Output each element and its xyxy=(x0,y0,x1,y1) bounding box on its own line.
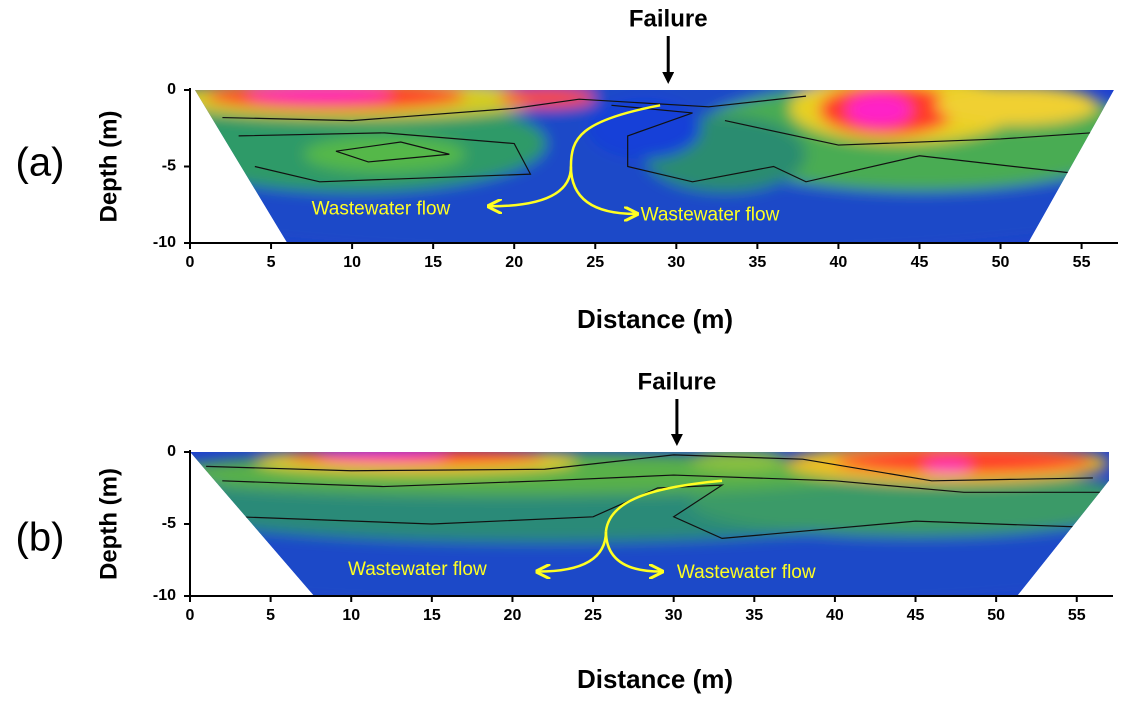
blob xyxy=(923,459,972,474)
x-tick-label: 10 xyxy=(343,254,361,271)
flow-label: Wastewater flow xyxy=(348,559,487,580)
x-tick-label: 25 xyxy=(586,254,604,271)
panel: 0 5 10 15 20 25 30 35 40 45 50 55 -10 -5 0 Distance (m)… xyxy=(16,5,1118,334)
blob xyxy=(587,97,701,159)
x-tick-label: 5 xyxy=(266,607,275,624)
x-tick-label: 50 xyxy=(992,254,1010,271)
x-axis-label: Distance (m) xyxy=(577,664,733,694)
x-tick-label: 25 xyxy=(584,607,602,624)
x-tick-label: 45 xyxy=(911,254,929,271)
contour-line xyxy=(238,132,532,183)
x-tick-label: 15 xyxy=(423,607,441,624)
flow-arrow xyxy=(569,104,661,167)
contour-line xyxy=(611,104,1082,183)
contour-line xyxy=(238,484,1077,540)
blobs xyxy=(190,452,1109,596)
failure-label: Failure xyxy=(638,368,717,395)
panel-label: (b) xyxy=(16,516,65,560)
x-axis-label: Distance (m) xyxy=(577,304,733,334)
failure-label: Failure xyxy=(629,5,708,32)
blob xyxy=(846,93,912,127)
blob xyxy=(498,90,596,107)
flow-arrow xyxy=(604,531,661,571)
blobs xyxy=(194,90,1114,243)
y-tick-label: -10 xyxy=(153,234,176,251)
panel-label: (a) xyxy=(16,141,65,185)
blob xyxy=(834,452,1093,474)
x-tick-label: 0 xyxy=(186,607,195,624)
flow-arrow xyxy=(569,166,636,214)
x-tick-label: 55 xyxy=(1068,607,1086,624)
x-tick-label: 35 xyxy=(748,254,766,271)
x-tick-label: 30 xyxy=(665,607,683,624)
y-tick-label: -10 xyxy=(153,587,176,604)
flow-arrow xyxy=(490,166,573,207)
y-tick-label: 0 xyxy=(167,81,176,98)
x-tick-label: 30 xyxy=(667,254,685,271)
flow-arrow xyxy=(604,479,723,532)
flow-label: Wastewater flow xyxy=(312,198,451,219)
y-tick-label: -5 xyxy=(162,515,176,532)
x-tick-label: 0 xyxy=(186,254,195,271)
resistivity-field xyxy=(194,90,1114,243)
x-tick-label: 10 xyxy=(342,607,360,624)
x-tick-label: 35 xyxy=(745,607,763,624)
x-tick-label: 20 xyxy=(504,607,522,624)
flow-label: Wastewater flow xyxy=(677,562,816,583)
x-tick-label: 55 xyxy=(1073,254,1091,271)
contour-line xyxy=(222,474,1109,493)
x-tick-label: 45 xyxy=(907,607,925,624)
contour-line xyxy=(724,120,1114,146)
blob xyxy=(935,90,1098,126)
panel: 0 5 10 15 20 25 30 35 40 45 50 55 -10 -5 0 Distance (m)… xyxy=(16,368,1113,694)
resistivity-field xyxy=(190,452,1109,596)
contour-line xyxy=(206,454,1093,482)
flow-label: Wastewater flow xyxy=(641,204,780,225)
contour-line xyxy=(335,141,450,163)
x-tick-label: 50 xyxy=(987,607,1005,624)
blob xyxy=(318,452,448,461)
y-tick-label: -5 xyxy=(162,158,176,175)
blob xyxy=(246,90,393,103)
contour-line xyxy=(222,95,807,122)
x-tick-label: 5 xyxy=(267,254,276,271)
y-axis-label: Depth (m) xyxy=(95,111,122,223)
x-tick-label: 40 xyxy=(826,607,844,624)
x-tick-label: 20 xyxy=(505,254,523,271)
blob xyxy=(303,135,466,173)
x-tick-label: 40 xyxy=(830,254,848,271)
y-axis-label: Depth (m) xyxy=(95,468,122,580)
y-tick-label: 0 xyxy=(167,443,176,460)
x-tick-label: 15 xyxy=(424,254,442,271)
blob xyxy=(689,452,787,473)
